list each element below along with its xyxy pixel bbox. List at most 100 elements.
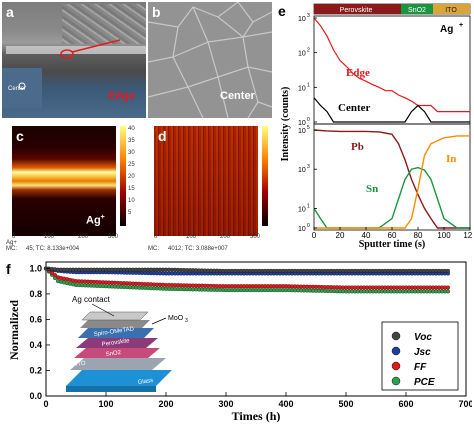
panel-c-label: c	[16, 128, 24, 144]
e-ytick-bottom-label: 10	[298, 167, 306, 174]
panel-c-cb-1: 35	[128, 138, 135, 144]
panel-d-image	[154, 126, 258, 236]
panel-e-chart: Perovskite SnO2 ITO 020406080100120 1031…	[276, 2, 474, 252]
panel-c-cb-3: 25	[128, 162, 135, 168]
inset-sno2-label: SnO2	[105, 350, 122, 358]
layer-ito	[70, 358, 166, 370]
panel-c-ion-text: Ag	[86, 214, 101, 227]
marker-pce	[445, 289, 451, 294]
panel-d-footer-mc: MC:	[148, 246, 159, 252]
f-series-group	[43, 266, 451, 294]
f-xtick-label: 500	[338, 399, 353, 409]
film-layer	[6, 46, 146, 54]
e-xtick-label: 20	[336, 231, 345, 240]
grain-boundaries	[148, 2, 272, 118]
e-ytick-top-label: 10	[298, 51, 306, 58]
e-xlabel: Sputter time (s)	[359, 239, 425, 250]
panel-c-ion: Ag+	[86, 214, 105, 227]
inset-ito-label: ITO	[75, 361, 86, 368]
panel-c-tick-x3: 300	[108, 234, 119, 240]
panel-c-cb-0: 40	[128, 126, 135, 132]
e-ion-label: Ag	[440, 24, 453, 35]
e-ytick-bottom-exp: 3	[307, 164, 310, 170]
top-bar-ito-label: ITO	[445, 7, 457, 14]
e-ytick-top-label: 10	[298, 120, 306, 127]
f-y-tick-group: 1.0 0.8 0.6 0.4 0.2 0.0	[29, 263, 50, 401]
e-xtick-label: 40	[362, 231, 371, 240]
f-ytick-label: 0.8	[29, 289, 42, 299]
center-label: Center	[8, 86, 27, 92]
inset-moo3-sub: 3	[185, 318, 188, 324]
layer-perovskite	[76, 338, 158, 348]
legend-label-pce: PCE	[414, 377, 435, 388]
e-ylabel: Intensity (counts)	[280, 87, 291, 162]
f-ylabel: Normalized	[7, 300, 21, 360]
f-xlabel: Times (h)	[232, 409, 281, 423]
stability-svg: 0 100 200 300 400 500 600 700 1.0 0.8 0.6 0.4 0.2 0.…	[6, 261, 474, 423]
top-bar-sno2	[401, 4, 433, 14]
panel-c-colorbar	[120, 126, 126, 226]
plot-bottom-frame	[313, 123, 471, 231]
f-xtick-label: 100	[98, 399, 113, 409]
moo3-pointer	[151, 317, 167, 325]
grain-texture	[62, 4, 146, 44]
inset-perov-label: Perovskite	[101, 338, 130, 348]
panel-c-footer-left: Ag+	[6, 240, 17, 246]
panel-a-label: a	[6, 4, 14, 20]
pb-series-label: Pb	[351, 141, 364, 153]
legend-label-voc: Voc	[414, 332, 432, 343]
f-ytick-label: 1.0	[29, 263, 42, 273]
e-xtick-label: 80	[414, 231, 423, 240]
layer-spiro	[78, 328, 154, 338]
panel-c-map: c Ag+ Ag+ MC: 45; TC: 8.133e+004 0 100 2…	[2, 122, 140, 252]
panel-c-tick-x2: 200	[78, 234, 89, 240]
series-line-pb	[313, 129, 470, 229]
f-x-tick-group: 0 100 200 300 400 500 600 700	[43, 392, 474, 409]
series-line-in	[314, 135, 470, 229]
marker-voc	[445, 268, 451, 273]
inset-spiro-label: Spiro-OMeTAD	[93, 326, 135, 338]
e-ytick-bottom-exp: 5	[307, 125, 310, 131]
series-line-center	[313, 97, 470, 123]
bottom-series-group	[313, 129, 470, 229]
e-ytick-bottom-label: 10	[298, 206, 306, 213]
in-series-label: In	[446, 153, 456, 165]
f-ytick-label: 0.4	[29, 340, 42, 350]
e-ytick-bottom-label: 10	[298, 128, 306, 135]
inset-ag-label: Ag contact	[72, 295, 111, 304]
f-xtick-label: 200	[158, 399, 173, 409]
panel-b-sem-image: b Center	[148, 2, 272, 118]
inset-center	[2, 68, 42, 108]
legend-marker-jsc	[391, 346, 401, 356]
panel-d-colorbar	[262, 126, 268, 226]
e-xtick-label: 0	[312, 231, 317, 240]
e-ytick-top-label: 10	[298, 85, 306, 92]
series-line-edge	[313, 17, 470, 113]
panel-f-chart: 0 100 200 300 400 500 600 700 1.0 0.8 0.6 0.4 0.2 0.…	[2, 258, 474, 423]
panel-c-tick-x1: 100	[44, 234, 55, 240]
panel-d-tick-x2: 200	[220, 234, 231, 240]
panel-c-cb-7: 5	[128, 210, 132, 216]
panel-d-tick-x1: 100	[186, 234, 197, 240]
panel-c-footer-mc-val: 45; TC: 8.133e+004	[26, 246, 80, 252]
layer-moo3	[80, 320, 150, 328]
f-legend-items: Voc Jsc FF PCE	[391, 331, 435, 388]
y-tick-group: 10 310 210 110 010 510 310 110 0	[298, 13, 317, 233]
panel-c-cb-4: 20	[128, 174, 135, 180]
top-bar-ito	[433, 4, 470, 14]
e-ytick-bottom-exp: 1	[307, 203, 310, 209]
panel-c-image	[12, 126, 116, 236]
panel-c-cb-5: 15	[128, 186, 135, 192]
layer-glass-side	[66, 386, 156, 392]
f-xtick-label: 600	[398, 399, 413, 409]
marker-ff	[52, 273, 58, 278]
e-ytick-top-label: 10	[298, 16, 306, 23]
legend-marker-voc	[391, 331, 401, 341]
layer-sno2	[74, 348, 160, 358]
panel-d-tick-x0: 0	[154, 234, 158, 240]
layer-ag	[81, 311, 149, 321]
top-series-group	[313, 17, 470, 123]
top-bar-perovskite-label: Perovskite	[340, 7, 373, 14]
panel-d-label: d	[158, 128, 167, 144]
f-xtick-label: 400	[278, 399, 293, 409]
